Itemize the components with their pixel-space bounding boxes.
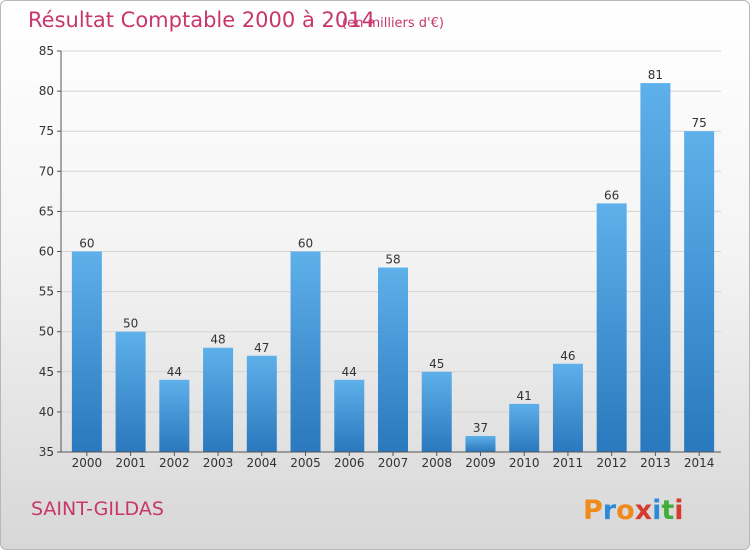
bar-2012 bbox=[596, 203, 627, 452]
bar-2011 bbox=[552, 363, 583, 452]
y-tick-label: 70 bbox=[39, 164, 54, 178]
bar-2002 bbox=[159, 379, 190, 452]
y-tick-label: 35 bbox=[39, 445, 54, 459]
logo-letter: x bbox=[635, 495, 652, 526]
logo-letter: o bbox=[616, 495, 635, 526]
bar-2014 bbox=[684, 131, 715, 452]
x-tick-label-2003: 2003 bbox=[203, 456, 234, 470]
value-label-2004: 47 bbox=[254, 341, 269, 355]
x-tick-label-2010: 2010 bbox=[509, 456, 540, 470]
x-tick-label-2004: 2004 bbox=[247, 456, 278, 470]
y-tick-label: 55 bbox=[39, 285, 54, 299]
bar-2010 bbox=[509, 403, 540, 452]
y-tick-label: 60 bbox=[39, 245, 54, 259]
value-label-2006: 44 bbox=[342, 365, 357, 379]
value-label-2003: 48 bbox=[210, 333, 225, 347]
bar-2000 bbox=[71, 251, 102, 452]
value-labels: 60 50 44 48 47 60 44 58 45 37 41 46 66 81 75 bbox=[79, 68, 707, 435]
x-tick-label-2008: 2008 bbox=[421, 456, 452, 470]
value-label-2014: 75 bbox=[691, 116, 706, 130]
bar-2013 bbox=[640, 83, 671, 452]
value-label-2011: 46 bbox=[560, 349, 575, 363]
x-tick-label-2006: 2006 bbox=[334, 456, 365, 470]
y-tick-label: 40 bbox=[39, 405, 54, 419]
x-tick-label-2001: 2001 bbox=[115, 456, 146, 470]
bar-2004 bbox=[246, 355, 277, 452]
bar-2005 bbox=[290, 251, 321, 452]
y-tick-label: 75 bbox=[39, 124, 54, 138]
value-label-2002: 44 bbox=[167, 365, 182, 379]
x-axis-ticks: 2000 2001 2002 2003 2004 2005 2006 2007 2008 2009… bbox=[72, 452, 715, 470]
x-tick-label-2014: 2014 bbox=[684, 456, 715, 470]
axes bbox=[60, 51, 721, 453]
y-tick-label: 80 bbox=[39, 84, 54, 98]
x-tick-label-2012: 2012 bbox=[596, 456, 627, 470]
y-tick-label: 50 bbox=[39, 325, 54, 339]
y-tick-label: 45 bbox=[39, 365, 54, 379]
value-label-2007: 58 bbox=[385, 253, 400, 267]
y-tick-label: 85 bbox=[39, 44, 54, 58]
value-label-2008: 45 bbox=[429, 357, 444, 371]
bar-2009 bbox=[465, 435, 496, 452]
value-label-2013: 81 bbox=[648, 68, 663, 82]
x-tick-label-2009: 2009 bbox=[465, 456, 496, 470]
commune-name: SAINT-GILDAS bbox=[31, 498, 164, 520]
bar-2001 bbox=[115, 331, 146, 452]
x-tick-label-2007: 2007 bbox=[378, 456, 409, 470]
bar-2007 bbox=[378, 267, 408, 452]
bar-2008 bbox=[421, 371, 452, 452]
logo-letter: r bbox=[603, 495, 617, 526]
chart-subtitle: (en milliers d'€) bbox=[342, 16, 444, 31]
bar-2003 bbox=[203, 347, 234, 452]
x-tick-label-2000: 2000 bbox=[72, 456, 103, 470]
logo-letter: t bbox=[661, 495, 674, 526]
x-tick-label-2005: 2005 bbox=[290, 456, 321, 470]
grid-lines bbox=[61, 50, 721, 413]
x-tick-label-2002: 2002 bbox=[159, 456, 190, 470]
logo-letter: i bbox=[674, 495, 683, 526]
value-label-2010: 41 bbox=[517, 389, 532, 403]
chart-title: Résultat Comptable 2000 à 2014 bbox=[28, 8, 375, 32]
x-tick-label-2011: 2011 bbox=[553, 456, 584, 470]
value-label-2001: 50 bbox=[123, 317, 138, 331]
value-label-2012: 66 bbox=[604, 188, 619, 202]
bar-2006 bbox=[334, 379, 365, 452]
value-label-2005: 60 bbox=[298, 237, 313, 251]
y-axis-ticks: 35 40 45 50 55 60 65 70 75 80 85 bbox=[39, 44, 61, 459]
x-tick-label-2013: 2013 bbox=[640, 456, 671, 470]
value-label-2000: 60 bbox=[79, 237, 94, 251]
proxiti-logo: Proxiti bbox=[583, 495, 684, 526]
logo-letter: i bbox=[652, 495, 661, 526]
bars bbox=[71, 83, 715, 452]
logo-letter: P bbox=[583, 495, 603, 526]
y-tick-label: 65 bbox=[39, 204, 54, 218]
value-label-2009: 37 bbox=[473, 421, 488, 435]
